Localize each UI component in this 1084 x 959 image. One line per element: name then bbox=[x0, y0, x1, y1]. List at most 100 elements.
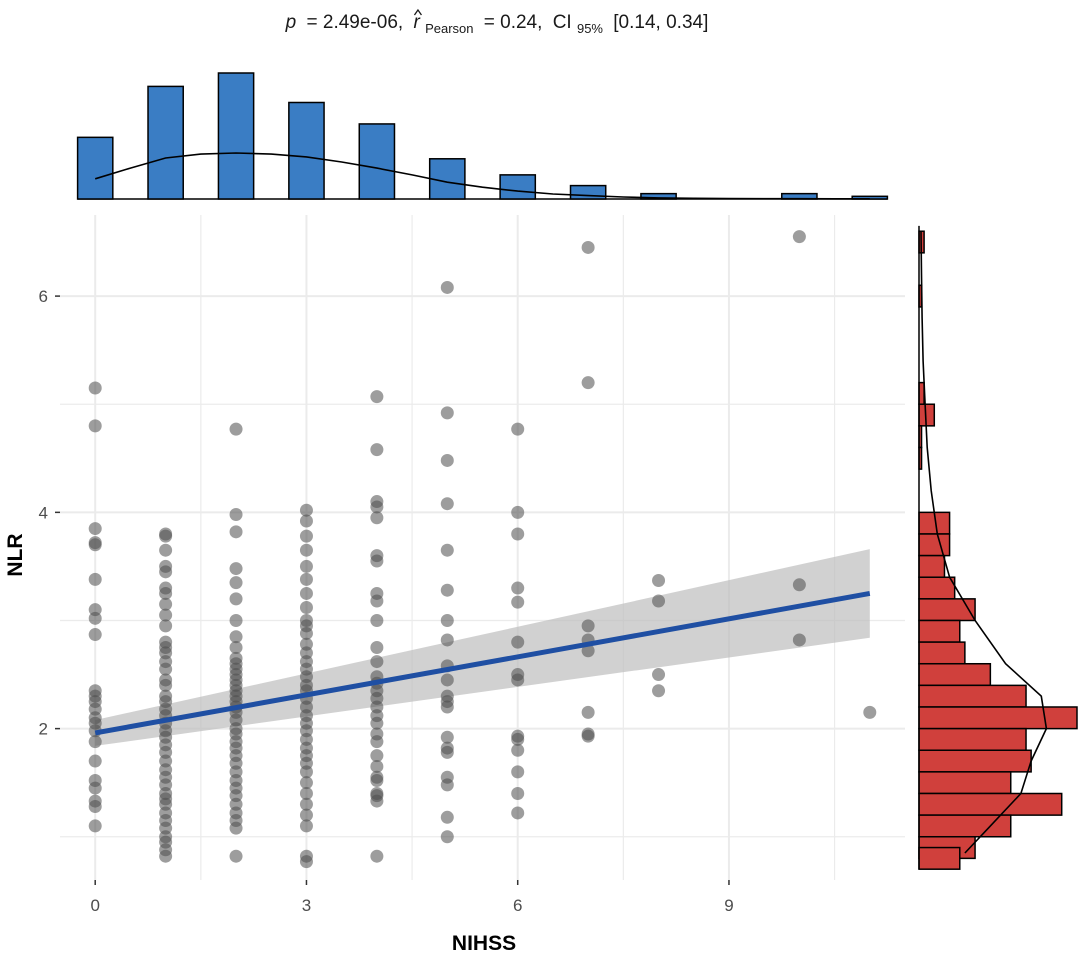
data-point bbox=[159, 678, 173, 692]
data-point bbox=[370, 794, 384, 808]
y-tick-label: 4 bbox=[39, 503, 48, 522]
top-histogram bbox=[76, 72, 889, 200]
data-point bbox=[440, 280, 454, 294]
data-point bbox=[792, 578, 806, 592]
data-point bbox=[652, 668, 666, 682]
right-histogram-bar bbox=[918, 727, 1027, 751]
data-point bbox=[370, 500, 384, 514]
data-point bbox=[299, 626, 313, 640]
r-hat-mark bbox=[413, 8, 422, 16]
data-point bbox=[299, 776, 313, 790]
top-density-curve bbox=[94, 152, 870, 200]
data-point bbox=[440, 583, 454, 597]
right-histogram-bar bbox=[918, 792, 1063, 816]
data-point bbox=[581, 376, 595, 390]
data-point bbox=[440, 673, 454, 687]
data-point bbox=[792, 230, 806, 244]
data-point bbox=[511, 743, 525, 757]
data-point bbox=[581, 619, 595, 633]
x-tick-label: 3 bbox=[302, 896, 311, 915]
data-point bbox=[88, 819, 102, 833]
data-point bbox=[88, 572, 102, 586]
right-histogram-bar bbox=[918, 533, 951, 557]
right-histogram-bar bbox=[918, 554, 946, 578]
data-point bbox=[511, 595, 525, 609]
data-point bbox=[440, 830, 454, 844]
data-point bbox=[511, 527, 525, 541]
data-point bbox=[88, 611, 102, 625]
r-label: r bbox=[413, 12, 420, 33]
data-point bbox=[511, 732, 525, 746]
top-histogram-bar bbox=[358, 123, 396, 200]
data-point bbox=[299, 855, 313, 869]
data-point bbox=[88, 799, 102, 813]
data-point bbox=[159, 529, 173, 543]
data-point bbox=[159, 849, 173, 863]
y-tick-label: 2 bbox=[39, 720, 48, 739]
data-point bbox=[88, 419, 102, 433]
right-histogram bbox=[918, 225, 1078, 870]
data-point bbox=[88, 781, 102, 795]
data-point bbox=[229, 592, 243, 606]
data-point bbox=[581, 705, 595, 719]
data-point bbox=[370, 749, 384, 763]
data-point bbox=[229, 576, 243, 590]
data-point bbox=[370, 716, 384, 730]
data-point bbox=[159, 565, 173, 579]
data-point bbox=[159, 597, 173, 611]
chart-subtitle: p = 2.49e-06, r Pearson = 0.24, CI 95% [… bbox=[285, 12, 709, 38]
data-point bbox=[440, 497, 454, 511]
data-point bbox=[440, 745, 454, 759]
data-point bbox=[159, 543, 173, 557]
data-point bbox=[299, 765, 313, 779]
right-histogram-bar bbox=[918, 846, 961, 870]
data-point bbox=[88, 522, 102, 536]
data-point bbox=[229, 525, 243, 539]
data-point bbox=[581, 729, 595, 743]
x-tick-label: 6 bbox=[513, 896, 522, 915]
data-point bbox=[511, 673, 525, 687]
top-histogram-bar bbox=[499, 174, 537, 200]
data-point bbox=[370, 849, 384, 863]
data-point bbox=[370, 443, 384, 457]
data-point bbox=[370, 641, 384, 655]
data-point bbox=[229, 613, 243, 627]
regression-line bbox=[94, 590, 871, 736]
data-point bbox=[863, 705, 877, 719]
data-point bbox=[440, 700, 454, 714]
data-point bbox=[440, 730, 454, 744]
top-histogram-bar bbox=[147, 85, 184, 200]
data-point bbox=[299, 601, 313, 615]
data-point bbox=[440, 406, 454, 420]
right-histogram-bar bbox=[918, 381, 925, 405]
right-density-curve bbox=[920, 231, 1048, 854]
top-histogram-bar bbox=[217, 72, 255, 200]
data-point bbox=[229, 821, 243, 835]
right-histogram-bar bbox=[918, 576, 956, 600]
data-point bbox=[159, 662, 173, 676]
x-axis-title: NIHSS bbox=[452, 932, 516, 955]
data-point bbox=[88, 538, 102, 552]
axes: 0 3 6 9 2 4 6 bbox=[39, 287, 734, 915]
data-point bbox=[299, 529, 313, 543]
data-point bbox=[370, 594, 384, 608]
top-histogram-bar bbox=[76, 136, 114, 200]
data-point bbox=[370, 735, 384, 749]
ci-value: [0.14, 0.34] bbox=[613, 12, 708, 33]
data-point bbox=[229, 630, 243, 644]
ci-label: CI bbox=[553, 12, 572, 33]
data-point bbox=[440, 613, 454, 627]
data-point bbox=[370, 390, 384, 404]
right-histogram-bar bbox=[918, 706, 1078, 730]
data-point bbox=[440, 633, 454, 647]
data-point bbox=[299, 797, 313, 811]
data-point bbox=[88, 735, 102, 749]
data-point bbox=[159, 619, 173, 633]
data-point bbox=[511, 786, 525, 800]
r-value: = 0.24, bbox=[484, 12, 543, 33]
data-point bbox=[511, 635, 525, 649]
data-point bbox=[440, 778, 454, 792]
data-point bbox=[511, 765, 525, 779]
data-point bbox=[229, 422, 243, 436]
